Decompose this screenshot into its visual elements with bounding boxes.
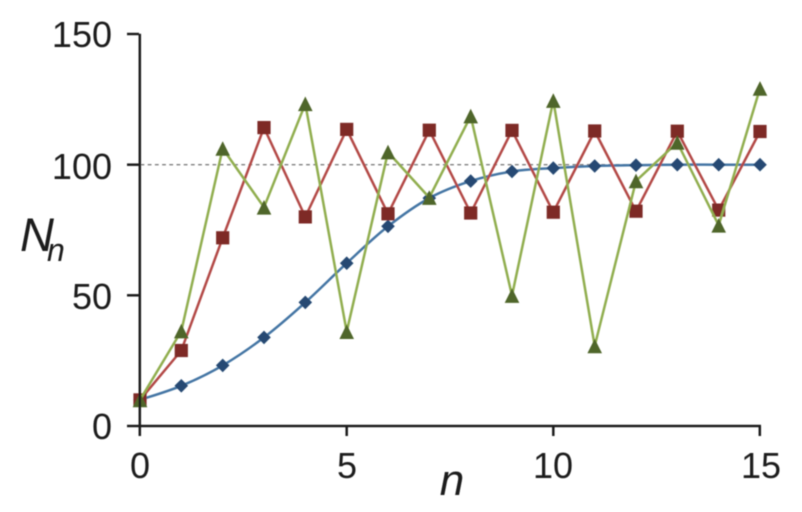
svg-text:0: 0 — [130, 445, 150, 486]
svg-text:n: n — [440, 456, 464, 505]
svg-text:50: 50 — [72, 276, 112, 317]
svg-text:n: n — [47, 232, 65, 268]
svg-text:N: N — [20, 208, 54, 261]
svg-text:150: 150 — [52, 14, 112, 55]
svg-text:15: 15 — [741, 445, 781, 486]
svg-text:0: 0 — [92, 406, 112, 447]
svg-text:10: 10 — [533, 445, 573, 486]
svg-text:100: 100 — [52, 146, 112, 187]
svg-text:5: 5 — [337, 445, 357, 486]
